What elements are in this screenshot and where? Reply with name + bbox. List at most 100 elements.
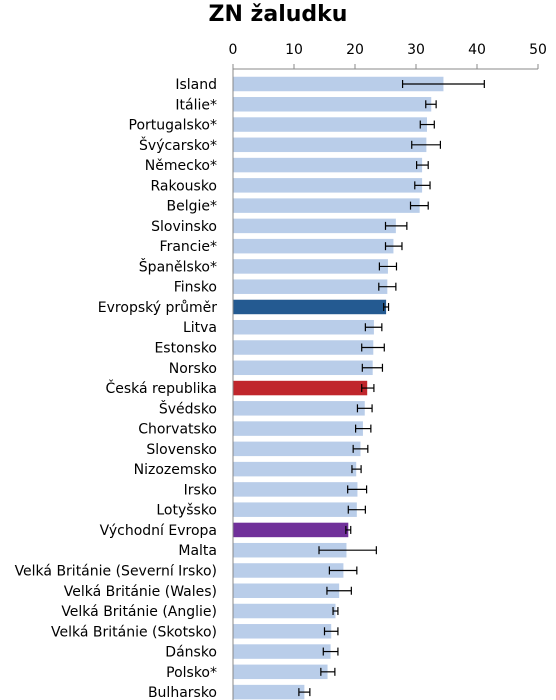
category-label: Švýcarsko*: [139, 136, 217, 154]
error-bar: [383, 302, 390, 311]
bar-europe-average: [233, 299, 387, 315]
bar: [233, 238, 394, 254]
bar: [233, 319, 374, 335]
bar: [233, 157, 423, 173]
error-bar: [320, 667, 336, 676]
bar: [233, 218, 396, 234]
bar: [233, 441, 361, 457]
category-label: Velká Británie (Severní Irsko): [15, 563, 217, 579]
category-label: Malta: [178, 543, 217, 559]
bar: [233, 137, 427, 153]
bar-eastern-europe: [233, 522, 349, 538]
category-label: Velká Británie (Skotsko): [51, 624, 217, 640]
bar: [233, 563, 344, 578]
category-label: Slovinsko: [151, 219, 217, 235]
error-bar: [298, 688, 311, 697]
bar: [233, 198, 420, 213]
category-labels: Island Itálie* Portugalsko* Švýcarsko* Němec…: [15, 77, 218, 700]
error-bar: [378, 262, 398, 271]
error-bar: [345, 525, 352, 534]
category-label: Španělsko*: [139, 257, 217, 275]
category-label: Bulharsko: [148, 685, 217, 700]
bar: [233, 664, 328, 680]
category-label: Francie*: [160, 239, 217, 255]
error-bar: [352, 444, 369, 453]
error-bar: [416, 161, 429, 170]
error-bar: [351, 465, 362, 474]
category-label: Norsko: [169, 361, 217, 377]
error-bar: [425, 100, 437, 109]
error-bar: [384, 242, 403, 251]
bar: [233, 461, 357, 477]
error-bar: [355, 424, 372, 433]
bar: [233, 178, 423, 193]
error-bar: [378, 282, 397, 291]
category-label: Německo*: [145, 158, 217, 174]
bar: [233, 421, 363, 436]
bar: [233, 259, 388, 274]
category-label: Estonsko: [154, 341, 217, 357]
category-label: Velká Británie (Anglie): [61, 604, 217, 620]
x-tick-label: 10: [285, 42, 303, 58]
bar: [233, 117, 427, 132]
category-label: Dánsko: [165, 645, 217, 661]
error-bar: [361, 343, 385, 352]
category-label: Chorvatsko: [138, 422, 217, 438]
category-label: Rakousko: [150, 178, 217, 194]
bar-series: [233, 76, 444, 700]
error-bar: [356, 404, 373, 413]
error-bar: [347, 505, 366, 514]
category-label: Slovensko: [146, 442, 217, 458]
category-label: Velká Británie (Wales): [64, 584, 217, 600]
error-bar: [347, 485, 368, 494]
error-bar: [323, 627, 339, 636]
error-bar: [364, 323, 383, 332]
bar: [233, 603, 336, 619]
error-bar: [332, 607, 339, 616]
bar: [233, 644, 331, 659]
bar: [233, 401, 365, 416]
x-axis: 0 10 20 30 40 50: [229, 42, 547, 700]
category-label: Irsko: [184, 482, 217, 498]
error-bar: [318, 546, 377, 555]
error-bar: [361, 363, 384, 372]
error-bar: [322, 647, 339, 656]
chart-title: ZN žaludku: [208, 2, 348, 27]
bar-czech-republic: [233, 380, 368, 396]
error-bar: [414, 181, 431, 190]
category-label: Portugalsko*: [129, 118, 217, 134]
error-bar: [411, 140, 441, 149]
bar: [233, 97, 432, 112]
category-label: Finsko: [174, 280, 217, 296]
x-tick-label: 40: [468, 42, 486, 58]
error-bar: [361, 384, 375, 393]
x-tick-label: 50: [529, 42, 547, 58]
category-label: Litva: [183, 320, 217, 336]
error-bars: [298, 80, 485, 697]
bar: [233, 624, 332, 639]
error-bar: [326, 586, 352, 595]
category-label: Švédsko: [159, 399, 217, 417]
x-tick-label: 30: [407, 42, 425, 58]
bar: [233, 542, 347, 558]
bar: [233, 502, 357, 517]
bar: [233, 684, 305, 700]
error-bar: [328, 566, 358, 575]
error-bar: [419, 120, 435, 129]
bar: [233, 360, 373, 376]
bar: [233, 482, 358, 497]
x-tick-label: 0: [229, 42, 238, 58]
bar: [233, 340, 374, 355]
error-bar: [409, 201, 429, 210]
error-bar: [401, 80, 485, 88]
error-bar: [384, 221, 408, 230]
bar: [233, 279, 388, 294]
x-tick-label: 20: [346, 42, 364, 58]
category-label: Evropský průměr: [98, 300, 217, 316]
category-label: Lotyšsko: [156, 503, 217, 519]
bar: [233, 76, 444, 92]
category-label: Východní Evropa: [100, 523, 217, 539]
bar: [233, 583, 340, 598]
category-label: Polsko*: [166, 665, 217, 681]
category-label: Belgie*: [167, 199, 218, 215]
